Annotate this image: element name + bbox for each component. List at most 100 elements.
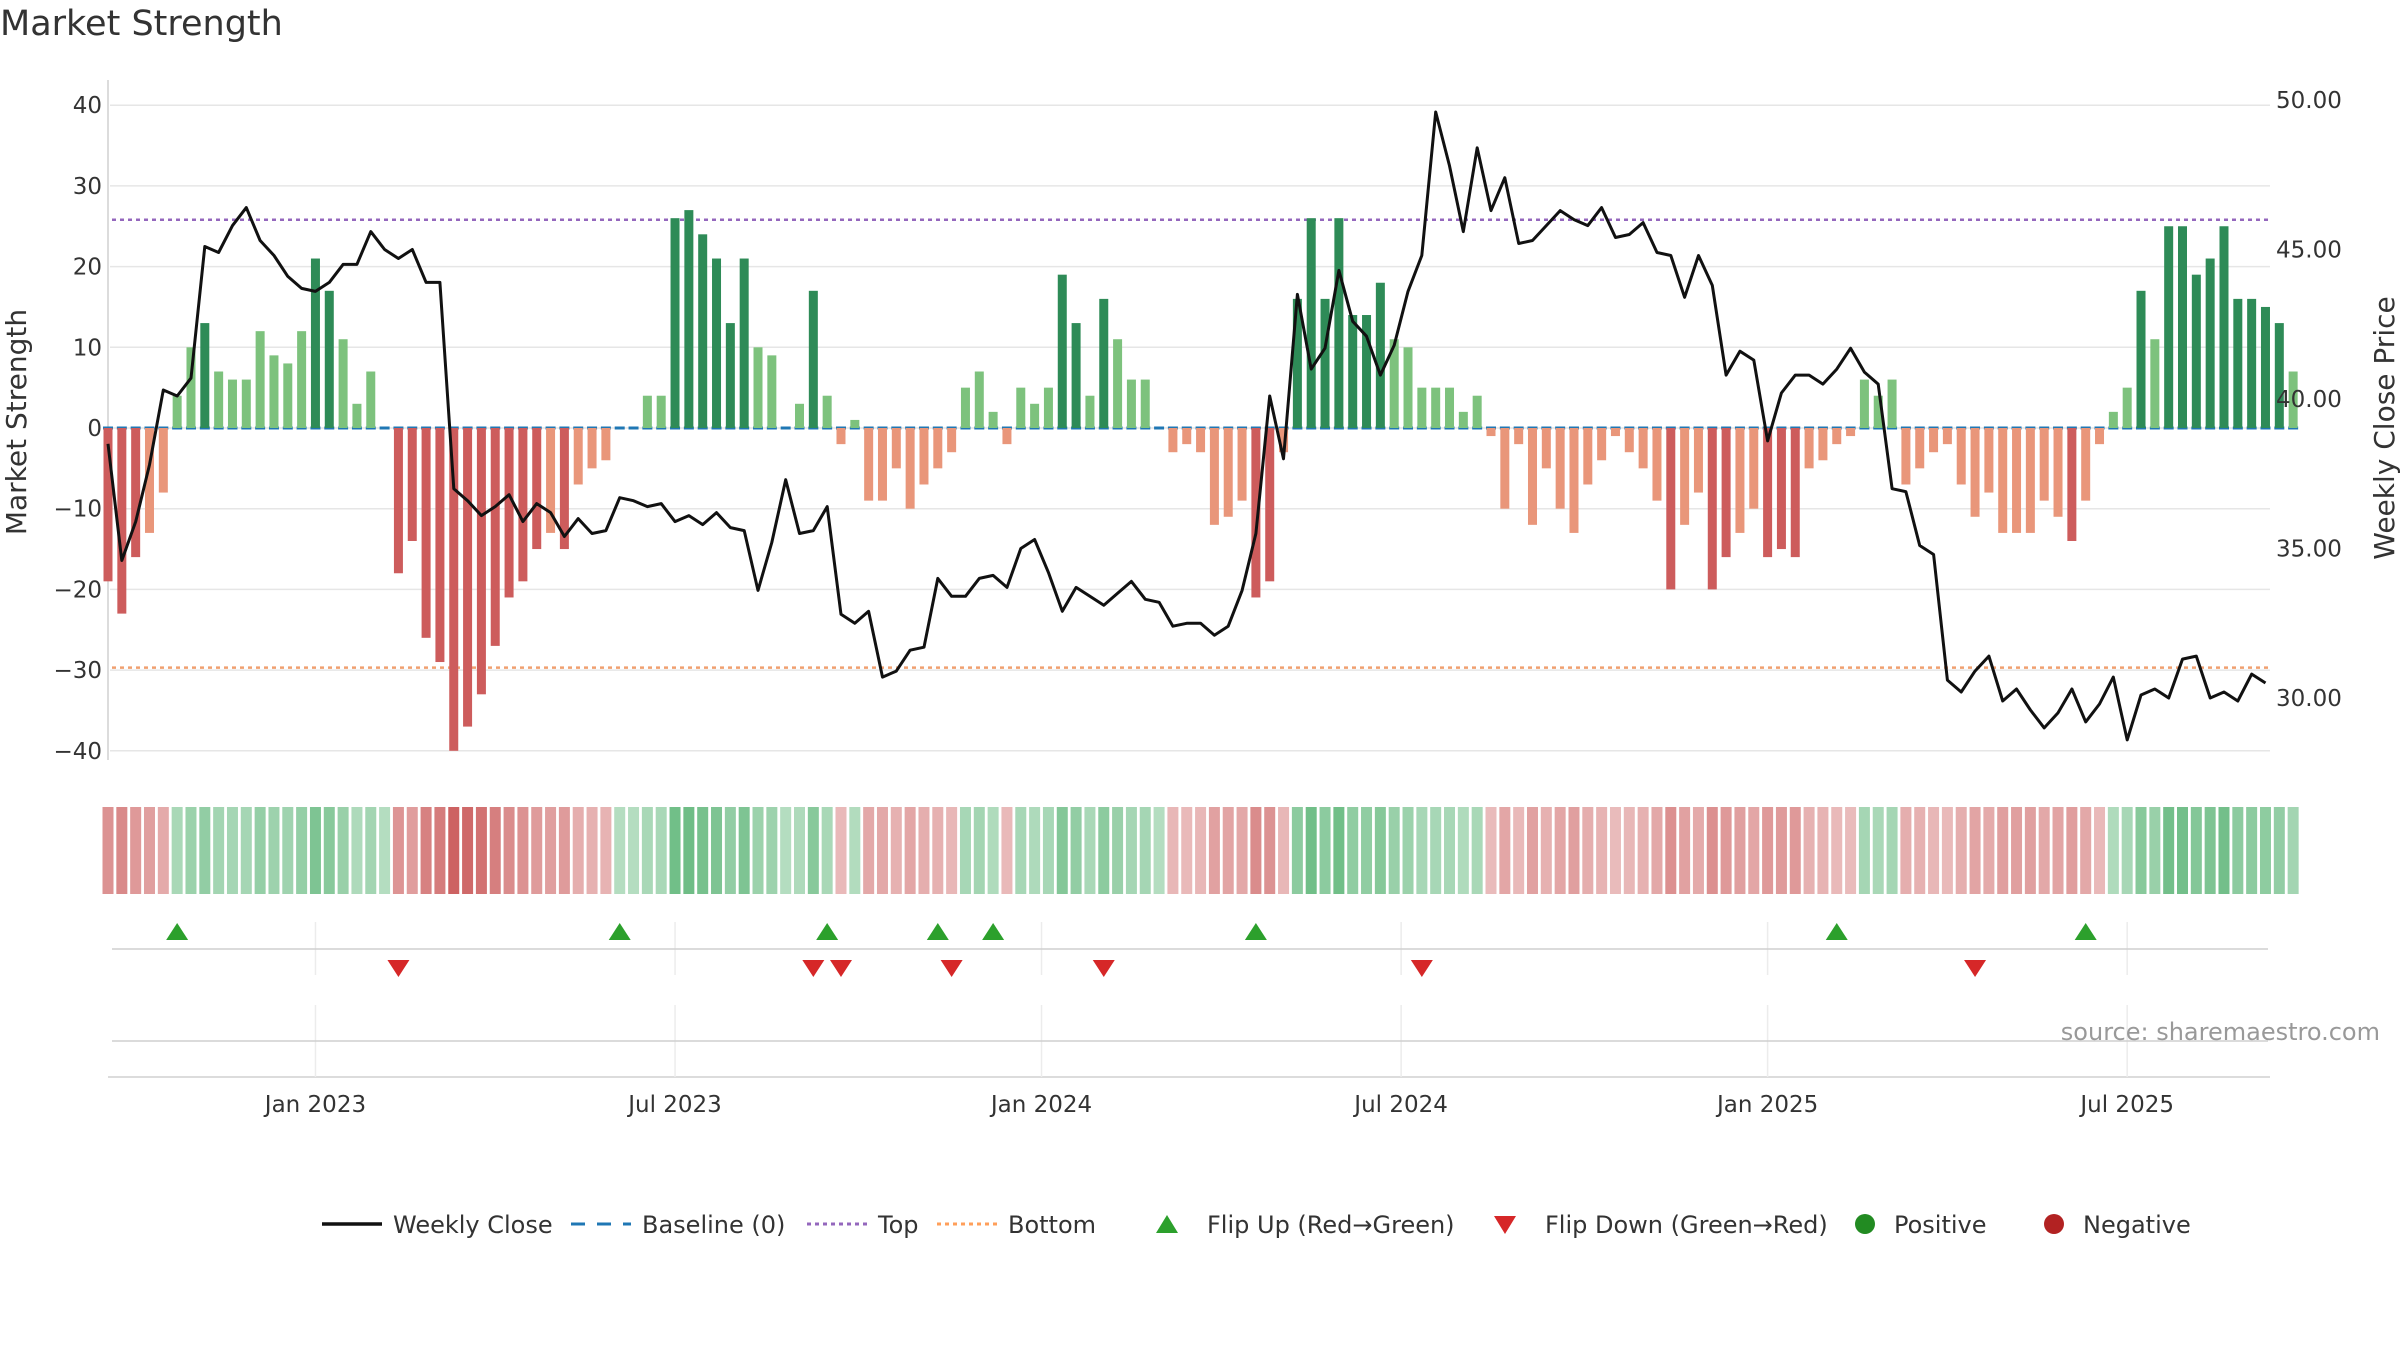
- strength-bar: [1306, 218, 1316, 428]
- strength-bar: [573, 428, 583, 485]
- strength-bar: [200, 323, 210, 428]
- heat-cell: [1222, 807, 1234, 894]
- heat-cell: [918, 807, 930, 894]
- heat-cell: [2287, 807, 2299, 894]
- strength-bar: [1624, 428, 1634, 453]
- strength-bar: [546, 428, 556, 533]
- heat-cell: [130, 807, 142, 894]
- heat-cell: [1264, 807, 1276, 894]
- strength-bar: [1569, 428, 1579, 533]
- heat-cell: [2163, 807, 2175, 894]
- heat-cell: [2204, 807, 2216, 894]
- heat-cell: [1609, 807, 1621, 894]
- heat-cell: [1084, 807, 1096, 894]
- strength-bar: [1500, 428, 1510, 509]
- strength-bar: [1099, 298, 1109, 428]
- strength-bar: [241, 379, 251, 428]
- strength-bar: [1970, 428, 1980, 517]
- heat-cell: [628, 807, 640, 894]
- strength-bar: [214, 371, 224, 428]
- strength-bar: [1417, 387, 1427, 428]
- flip-down-marker: [829, 960, 852, 977]
- strength-bar: [255, 331, 265, 428]
- heat-cell: [2259, 807, 2271, 894]
- strength-bar: [1209, 428, 1219, 525]
- flip-down-marker: [1964, 960, 1987, 977]
- strength-bar: [1057, 274, 1067, 428]
- strength-bar: [1638, 428, 1648, 469]
- y-axis-right-title: Weekly Close Price: [2368, 296, 2400, 559]
- heat-cell: [337, 807, 349, 894]
- y-left-tick-label: −40: [53, 739, 102, 765]
- heat-cell: [282, 807, 294, 894]
- legend-label: Flip Up (Red→Green): [1207, 1211, 1455, 1239]
- strength-bar: [559, 428, 569, 550]
- heat-cell: [1305, 807, 1317, 894]
- strength-bar: [1776, 428, 1786, 550]
- heat-cell: [185, 807, 197, 894]
- heat-cell: [1001, 807, 1013, 894]
- strength-bar: [1486, 428, 1496, 437]
- y-left-tick-label: −20: [53, 577, 102, 603]
- strength-bar: [518, 428, 528, 582]
- heat-cell: [1803, 807, 1815, 894]
- heat-cell: [2232, 807, 2244, 894]
- heat-cell: [2066, 807, 2078, 894]
- heat-cell: [1098, 807, 1110, 894]
- flip-up-marker: [1825, 923, 1848, 940]
- strength-bar: [850, 419, 860, 428]
- grid-lines: [107, 80, 2270, 1078]
- strength-bar: [1942, 428, 1952, 445]
- heat-cell: [1734, 807, 1746, 894]
- strength-bar: [283, 363, 293, 428]
- heat-cell: [1582, 807, 1594, 894]
- heat-cell: [1457, 807, 1469, 894]
- flip-up-marker: [982, 923, 1005, 940]
- heat-cell: [724, 807, 736, 894]
- strength-bar: [186, 347, 196, 428]
- strength-bar: [490, 428, 500, 646]
- strength-bar: [1002, 428, 1012, 445]
- x-tick-label: Jul 2025: [2078, 1092, 2174, 1118]
- heat-cell: [558, 807, 570, 894]
- heat-cell: [1056, 807, 1068, 894]
- heat-cell: [503, 807, 515, 894]
- heat-cell: [1720, 807, 1732, 894]
- heat-cell: [1568, 807, 1580, 894]
- strength-bar: [670, 218, 680, 428]
- legend-label: Bottom: [1008, 1211, 1096, 1239]
- heat-cell: [1526, 807, 1538, 894]
- strength-bar: [1597, 428, 1607, 461]
- strength-bar: [1818, 428, 1828, 461]
- legend-item-weekly-close: Weekly Close: [322, 1211, 553, 1239]
- strength-bar: [1915, 428, 1925, 469]
- legend-label: Baseline (0): [642, 1211, 785, 1239]
- heat-cell: [1416, 807, 1428, 894]
- y-axis-left-title: Market Strength: [0, 309, 33, 535]
- strength-bar: [1223, 428, 1233, 517]
- heat-cell: [1900, 807, 1912, 894]
- heat-cell: [2121, 807, 2133, 894]
- strength-bar: [1251, 428, 1261, 598]
- strength-bar: [435, 428, 445, 663]
- y-left-tick-label: 10: [73, 335, 102, 361]
- strength-bar: [919, 428, 929, 485]
- strength-bar: [103, 428, 113, 582]
- flip-up-marker: [166, 923, 189, 940]
- heat-cell: [226, 807, 238, 894]
- heat-cell: [1430, 807, 1442, 894]
- heat-cell: [2190, 807, 2202, 894]
- heat-cell: [1692, 807, 1704, 894]
- heat-cell: [1208, 807, 1220, 894]
- strength-bar: [324, 290, 334, 428]
- strength-bar: [1721, 428, 1731, 558]
- strength-bar: [1887, 379, 1897, 428]
- strength-bar: [117, 428, 127, 614]
- strength-bar: [449, 428, 459, 751]
- strength-bar: [352, 403, 362, 428]
- y-axis-right: 50.00 45.00 40.00 35.00 30.00: [2276, 88, 2342, 712]
- strength-bar: [864, 428, 874, 501]
- heat-cell: [2052, 807, 2064, 894]
- heat-cell: [420, 807, 432, 894]
- strength-bar: [767, 355, 777, 428]
